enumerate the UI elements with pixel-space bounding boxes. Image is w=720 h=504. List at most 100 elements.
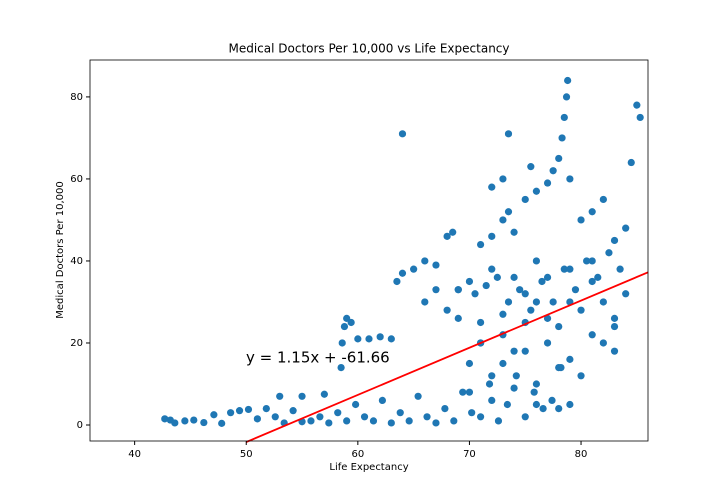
point (504, 208, 513, 216)
point (499, 359, 507, 368)
point (527, 163, 535, 171)
point (449, 228, 457, 236)
point (622, 224, 630, 232)
point (549, 167, 557, 175)
point (468, 409, 476, 417)
point (610, 236, 619, 245)
point (510, 384, 518, 392)
point (577, 372, 585, 380)
point (543, 339, 552, 347)
point (521, 195, 529, 204)
point (432, 261, 440, 269)
point (499, 216, 507, 224)
point (393, 277, 401, 286)
point (532, 187, 541, 195)
x-tick-label: 70 (463, 449, 476, 460)
y-axis-label: Medical Doctors Per 10,000 (55, 181, 66, 318)
point (398, 269, 407, 277)
point (218, 419, 226, 427)
point (555, 322, 563, 331)
point (532, 380, 541, 388)
point (244, 405, 253, 414)
point (493, 273, 501, 281)
point (588, 331, 596, 339)
point (181, 417, 189, 425)
point (200, 418, 208, 427)
y-tick-label: 60 (70, 174, 83, 185)
point (555, 405, 563, 413)
point (471, 290, 479, 298)
point (543, 314, 552, 322)
point (588, 277, 596, 286)
point (599, 195, 607, 204)
x-tick-label: 60 (351, 449, 364, 460)
point (316, 413, 324, 421)
point (210, 411, 218, 419)
point (271, 413, 279, 421)
point (369, 417, 378, 425)
point (262, 405, 270, 413)
point (454, 286, 462, 294)
point (499, 175, 507, 183)
point (488, 396, 496, 404)
point (454, 314, 462, 322)
point (543, 273, 552, 281)
plot-area (161, 76, 649, 443)
point (622, 290, 630, 298)
point (405, 417, 413, 425)
point (276, 392, 284, 400)
point (510, 228, 518, 236)
point (343, 417, 351, 425)
point (503, 400, 511, 409)
point (171, 419, 179, 427)
point (555, 154, 563, 163)
point (636, 113, 644, 122)
point (560, 113, 568, 122)
point (340, 322, 349, 331)
point (504, 130, 513, 138)
point (465, 359, 474, 368)
point (161, 415, 169, 423)
point (610, 322, 619, 331)
point (414, 392, 422, 400)
point (555, 363, 563, 372)
point (521, 290, 529, 298)
point (477, 240, 485, 249)
point (352, 400, 360, 409)
point (298, 392, 306, 400)
point (599, 298, 607, 306)
point (532, 257, 541, 265)
point (562, 93, 571, 101)
point (521, 413, 529, 421)
point (421, 257, 429, 265)
point (599, 339, 607, 347)
point (398, 130, 407, 138)
point (465, 277, 474, 286)
point (512, 372, 520, 380)
point (510, 347, 518, 355)
y-tick-label: 40 (70, 256, 83, 267)
x-tick-label: 40 (128, 449, 141, 460)
point (488, 232, 496, 240)
point (227, 409, 235, 417)
point (443, 232, 451, 240)
point (488, 183, 496, 191)
y-tick-label: 0 (77, 420, 83, 431)
point (396, 409, 404, 417)
chart-title: Medical Doctors Per 10,000 vs Life Expec… (228, 42, 509, 56)
point (616, 265, 624, 273)
point (488, 265, 496, 273)
point (360, 413, 369, 421)
point (538, 277, 546, 286)
point (485, 380, 494, 388)
point (338, 339, 346, 347)
point (610, 314, 619, 322)
axes-frame (89, 59, 649, 442)
regression-line (245, 271, 649, 443)
point (421, 298, 429, 306)
x-tick-label: 50 (240, 449, 253, 460)
point (441, 405, 449, 413)
point (560, 265, 568, 273)
